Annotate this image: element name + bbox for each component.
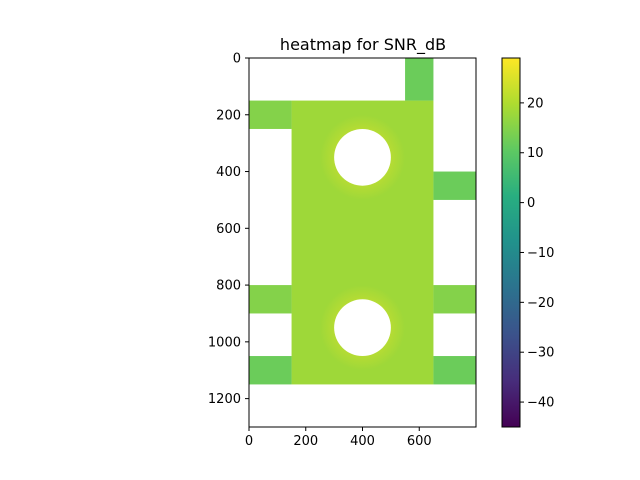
x-tick-label: 0 — [245, 434, 253, 449]
y-axis-ticks: 0 200 400 600 800 1000 1200 — [208, 52, 249, 407]
y-tick-label: 600 — [216, 222, 241, 237]
heatmap-region — [433, 171, 476, 200]
x-axis-ticks: 0 200 400 600 — [245, 427, 432, 449]
colorbar-tick-label: 10 — [527, 146, 544, 161]
y-tick-label: 0 — [233, 52, 241, 67]
heatmap-region — [249, 356, 292, 385]
y-tick-label: 400 — [216, 165, 241, 180]
y-tick-label: 200 — [216, 108, 241, 123]
x-tick-label: 600 — [407, 434, 432, 449]
colorbar — [501, 57, 521, 428]
colorbar-tick-label: −30 — [527, 346, 554, 361]
heatmap-region — [249, 285, 292, 314]
chart-title: heatmap for SNR_dB — [280, 35, 446, 55]
heatmap-region — [249, 100, 292, 129]
colorbar-tick-label: −40 — [527, 396, 554, 411]
plot-area — [249, 58, 476, 385]
colorbar-tick-label: −20 — [527, 296, 554, 311]
colorbar-tick-label: −10 — [527, 246, 554, 261]
y-tick-label: 1200 — [208, 392, 241, 407]
x-tick-label: 200 — [293, 434, 318, 449]
colorbar-tick-label: 20 — [527, 96, 544, 111]
colorbar-ticks: 20 10 0 −10 −20 −30 −40 — [520, 96, 554, 411]
y-tick-label: 1000 — [208, 335, 241, 350]
heatmap-hole — [334, 299, 391, 357]
y-tick-label: 800 — [216, 279, 241, 294]
x-tick-label: 400 — [350, 434, 375, 449]
heatmap-region — [405, 58, 434, 101]
holes-layer — [334, 128, 391, 357]
heatmap-region — [433, 356, 476, 385]
colorbar-tick-label: 0 — [527, 196, 535, 211]
heatmap-hole — [334, 128, 391, 186]
heatmap-region — [433, 285, 476, 314]
